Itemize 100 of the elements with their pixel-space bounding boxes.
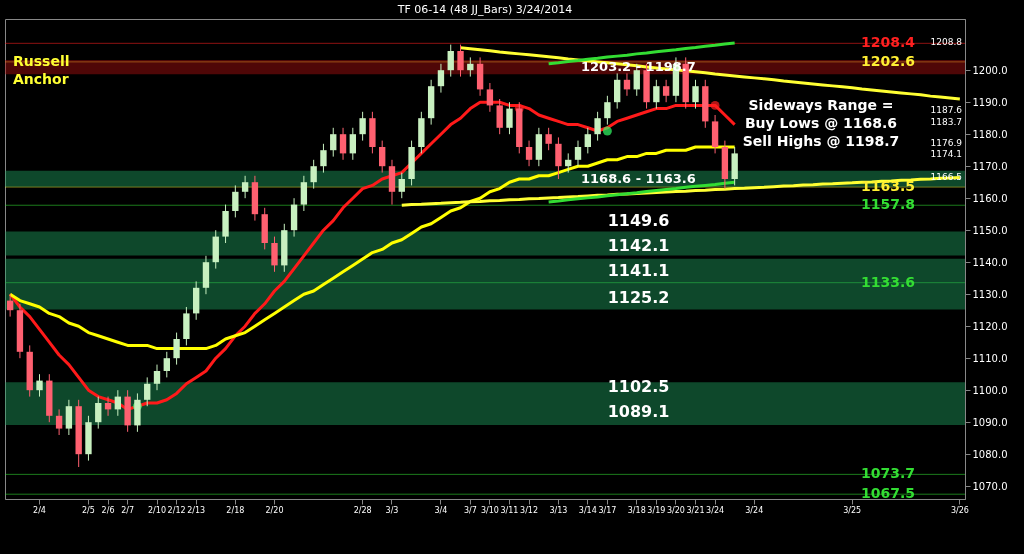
candlestick: [614, 72, 621, 110]
x-tick-label: 3/24: [745, 505, 764, 515]
candlestick: [153, 364, 161, 391]
x-tick-label: 2/4: [33, 505, 46, 515]
y-tick-label: 1110.0: [972, 352, 1008, 364]
candlestick: [496, 98, 503, 135]
candlestick: [447, 44, 454, 78]
line-series: [400, 175, 962, 207]
y-tick-label: 1160.0: [972, 192, 1008, 204]
candlestick: [555, 136, 562, 180]
candlestick: [584, 127, 591, 154]
ref-line-label: 1202.6: [860, 52, 915, 69]
x-tick-label: 3/11: [500, 505, 519, 515]
candlestick: [241, 175, 249, 199]
candlestick: [271, 236, 278, 273]
candlestick: [506, 101, 513, 135]
x-tick-label: 2/28: [353, 505, 372, 515]
y-tick-label: 1090.0: [972, 416, 1008, 428]
line-series: [459, 46, 962, 101]
x-tick-label: 3/24: [706, 505, 725, 515]
candlestick: [163, 351, 170, 378]
candlestick: [300, 175, 308, 212]
x-tick-label: 2/10: [148, 505, 166, 515]
candlestick: [398, 172, 405, 199]
candlestick: [692, 79, 699, 110]
annotation: 1149.6: [607, 211, 670, 230]
candlestick: [545, 127, 552, 151]
candlestick: [525, 140, 533, 167]
candlestick: [604, 95, 611, 126]
x-tick-label: 2/13: [187, 505, 206, 515]
candlestick: [320, 143, 327, 174]
candlestick: [339, 127, 347, 161]
annotation: 1183.7: [930, 117, 962, 127]
annotation: Russell Anchor: [13, 53, 70, 88]
x-tick-label: 2/5: [82, 505, 95, 515]
candlestick: [574, 140, 582, 167]
candlestick: [144, 376, 151, 407]
x-tick-label: 3/25: [843, 505, 862, 515]
candlestick: [359, 111, 366, 142]
candlestick: [662, 79, 670, 103]
candlestick: [65, 399, 73, 436]
candlestick: [232, 184, 239, 218]
x-tick-label: 3/14: [578, 505, 597, 515]
candlestick: [653, 79, 660, 110]
x-tick-label: 3/4: [434, 505, 448, 515]
ref-line-label: 1208.4: [860, 34, 916, 51]
point: [602, 126, 612, 136]
ref-line-label: 1133.6: [860, 273, 915, 290]
x-tick-label: 3/19: [647, 505, 666, 515]
band-label: 1168.6 - 1163.6: [581, 170, 696, 186]
y-tick-label: 1190.0: [972, 96, 1008, 108]
x-tick-label: 3/17: [598, 505, 617, 515]
y-tick-label: 1070.0: [972, 480, 1008, 492]
annotation: 1089.1: [607, 402, 670, 421]
annotation: Sideways Range = Buy Lows @ 1168.6 Sell Highs @ 1198.7: [742, 97, 900, 150]
x-tick-label: 3/13: [549, 505, 568, 515]
x-tick-label: 2/18: [226, 505, 245, 515]
candlestick: [330, 127, 337, 158]
y-tick-label: 1200.0: [972, 64, 1008, 76]
candlestick: [95, 396, 102, 430]
candlestick: [486, 82, 494, 113]
candlestick: [36, 373, 43, 398]
candlestick: [349, 127, 356, 161]
candlestick: [310, 159, 317, 190]
annotation: 1208.8: [930, 37, 963, 47]
x-tick-label: 2/6: [101, 505, 115, 515]
y-tick-label: 1100.0: [972, 384, 1008, 396]
ref-line-label: 1163.5: [860, 178, 915, 194]
y-tick-label: 1130.0: [972, 288, 1008, 300]
y-tick-label: 1170.0: [972, 160, 1008, 172]
annotation: 1102.5: [607, 377, 670, 396]
candlestick: [594, 111, 601, 142]
chart-title: TF 06-14 (48 JJ_Bars) 3/24/2014: [396, 3, 573, 16]
x-tick-label: 3/21: [686, 505, 705, 515]
annotation: 1125.2: [607, 288, 670, 307]
point: [710, 100, 720, 110]
candlestick: [457, 44, 464, 78]
ref-line-label: 1067.5: [860, 485, 915, 502]
y-tick-label: 1180.0: [972, 128, 1008, 140]
ref-line-label: 1157.8: [860, 196, 915, 213]
annotation: 1142.1: [607, 236, 670, 255]
y-tick-label: 1080.0: [972, 448, 1008, 460]
candlestick: [173, 332, 180, 366]
ref-line-label: 1073.7: [860, 465, 915, 482]
candlestick: [55, 408, 63, 436]
x-tick-label: 3/3: [385, 505, 399, 515]
x-tick-label: 3/12: [520, 505, 539, 515]
band-label: 1203.2 - 1198.7: [581, 59, 696, 75]
x-tick-label: 3/18: [627, 505, 646, 515]
candlestick: [379, 140, 386, 174]
candlestick: [633, 63, 640, 97]
x-tick-label: 3/10: [480, 505, 499, 515]
y-tick-label: 1120.0: [972, 320, 1008, 332]
annotation: 1176.9: [930, 138, 963, 148]
candlestick: [437, 63, 445, 94]
x-tick-label: 2/7: [121, 505, 135, 515]
annotation: 1141.1: [607, 261, 670, 280]
x-tick-label: 2/12: [167, 505, 186, 515]
x-tick-label: 3/20: [666, 505, 685, 515]
annotation: 1187.6: [930, 105, 963, 115]
